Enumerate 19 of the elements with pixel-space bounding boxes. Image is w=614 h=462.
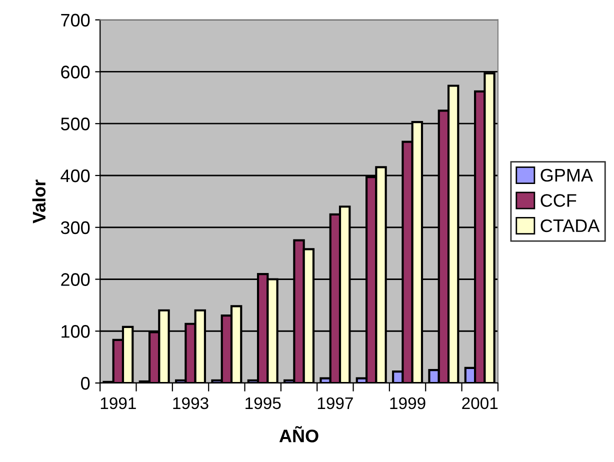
x-tick-label: 2001 [462,397,498,410]
x-tick-label: 1999 [390,397,426,410]
y-tick-label: 300 [60,221,90,234]
x-tick-label: 1997 [318,397,353,410]
legend-label: GPMA [540,168,593,182]
x-tick-label: 1993 [173,397,208,410]
y-axis-title: Valor [32,180,46,224]
y-tick-label: 200 [61,273,90,286]
y-tick-label: 700 [61,14,90,27]
y-tick-label: 100 [62,325,90,338]
y-tick-label: 400 [60,169,90,182]
x-axis-title: AÑO [279,426,318,442]
x-tick-label: 1991 [100,397,136,410]
x-tick-label: 1995 [246,397,281,410]
y-tick-label: 500 [60,118,90,130]
y-tick-label: 600 [61,66,90,78]
y-tick-label: 0 [81,376,90,390]
legend-label: CTADA [540,219,600,232]
legend-label: CCF [540,194,576,207]
